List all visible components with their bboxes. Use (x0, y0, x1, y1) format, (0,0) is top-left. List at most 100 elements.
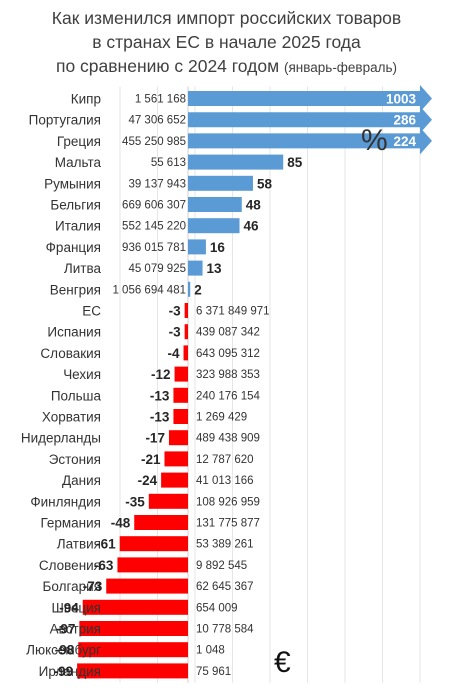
percent-label: -24 (138, 473, 158, 488)
country-label: Португалия (29, 113, 101, 128)
bar (188, 175, 253, 191)
import-amount-label: 455 250 985 (122, 136, 186, 148)
chart-title: Как изменился импорт российских товаров … (0, 6, 453, 80)
percent-label: -3 (169, 304, 181, 319)
import-amount-label: 47 306 652 (128, 115, 186, 127)
country-label: Нидерланды (21, 431, 101, 446)
bar (106, 578, 188, 594)
bar (164, 451, 188, 467)
percent-label: -17 (145, 431, 165, 446)
bar (188, 106, 432, 134)
import-amount-label: 41 013 166 (196, 475, 254, 487)
percent-label: -63 (94, 558, 114, 573)
bar (188, 85, 432, 112)
bar (119, 536, 188, 552)
country-label: Болгария (43, 579, 101, 594)
percent-label: -13 (150, 388, 170, 403)
country-label: ЕС (82, 304, 101, 319)
percent-label: 58 (257, 176, 273, 191)
import-amount-label: 240 176 154 (196, 390, 261, 402)
title-line-3-main: по сравнению с 2024 годом (55, 56, 280, 76)
percent-unit-label: % (361, 124, 388, 157)
country-label: Люксембург (26, 643, 101, 658)
country-label: Мальта (55, 155, 102, 170)
import-amount-label: 654 009 (196, 602, 238, 614)
bar (134, 515, 188, 530)
percent-label: -21 (141, 452, 161, 467)
import-amount-label: 552 145 220 (122, 221, 186, 233)
import-amount-label: 1 056 694 481 (112, 284, 186, 296)
country-label: Испания (47, 325, 101, 340)
bar (77, 663, 188, 679)
import-amount-label: 75 961 (196, 666, 231, 678)
import-amount-label: 489 438 909 (196, 433, 260, 445)
country-label: Польша (51, 388, 102, 403)
euro-unit-label: € (274, 646, 291, 679)
country-label: Чехия (63, 367, 101, 382)
import-amount-label: 936 015 781 (122, 242, 186, 254)
country-label: Словакия (40, 346, 101, 361)
percent-label: -13 (150, 410, 170, 425)
country-label: Бельгия (50, 198, 101, 213)
import-amount-label: 323 988 353 (196, 369, 260, 381)
percent-label: 85 (287, 155, 303, 170)
bar (188, 154, 284, 170)
import-amount-label: 1 048 (196, 645, 225, 657)
import-amount-label: 108 926 959 (196, 496, 260, 508)
percent-label: -4 (168, 346, 180, 361)
percent-label: -61 (96, 537, 116, 552)
bar (188, 260, 203, 276)
percent-label: -73 (83, 579, 103, 594)
bar (117, 557, 188, 573)
bar (188, 281, 191, 297)
import-amount-label: 1 561 168 (135, 94, 186, 106)
import-amount-label: 131 775 877 (196, 518, 260, 530)
bar (78, 642, 188, 658)
bar (148, 493, 188, 509)
import-amount-label: 45 079 925 (128, 263, 186, 275)
bar (168, 430, 188, 446)
percent-label: -35 (125, 494, 145, 509)
country-label: Германия (40, 516, 101, 531)
percent-label: 224 (393, 134, 416, 149)
import-amount-label: 6 371 849 971 (196, 306, 270, 318)
bar (161, 472, 188, 488)
title-period-note: (январь-февраль) (283, 60, 398, 75)
country-label: Латвия (57, 537, 101, 552)
import-amount-label: 1 269 429 (196, 412, 247, 424)
country-label: Литва (64, 261, 102, 276)
bar (188, 239, 206, 255)
country-label: Венгрия (50, 282, 101, 297)
import-amount-label: 669 606 307 (122, 200, 186, 212)
percent-label: 13 (207, 261, 223, 276)
country-label: Швеция (52, 600, 102, 615)
import-amount-label: 9 892 545 (196, 560, 247, 572)
import-amount-label: 12 787 620 (196, 454, 254, 466)
country-label: Франция (46, 240, 101, 255)
title-line-3: по сравнению с 2024 годом (январь-феврал… (0, 54, 453, 80)
percent-label: 46 (244, 219, 260, 234)
percent-label: -48 (111, 516, 131, 531)
country-label: Финляндия (30, 494, 101, 509)
bar (188, 197, 242, 212)
percent-label: -94 (59, 600, 79, 615)
country-label: Австрия (50, 622, 101, 637)
country-label: Греция (57, 134, 101, 149)
country-label: Эстония (49, 452, 101, 467)
percent-label: 16 (210, 240, 226, 255)
import-amount-label: 62 645 367 (196, 581, 254, 593)
percent-label: 286 (393, 113, 416, 128)
percent-label: 1003 (386, 92, 417, 107)
title-line-2: в странах ЕС в начале 2025 года (92, 32, 361, 52)
percent-label: -97 (56, 622, 76, 637)
import-amount-label: 53 389 261 (196, 539, 254, 551)
import-amount-label: 439 087 342 (196, 327, 260, 339)
bar (188, 127, 432, 155)
country-label: Дания (62, 473, 101, 488)
title-line-1: Как изменился импорт российских товаров (51, 8, 402, 28)
bar (79, 621, 188, 636)
bar (184, 324, 188, 340)
import-amount-label: 55 613 (151, 157, 186, 169)
bar (188, 218, 240, 234)
country-label: Хорватия (42, 410, 101, 425)
